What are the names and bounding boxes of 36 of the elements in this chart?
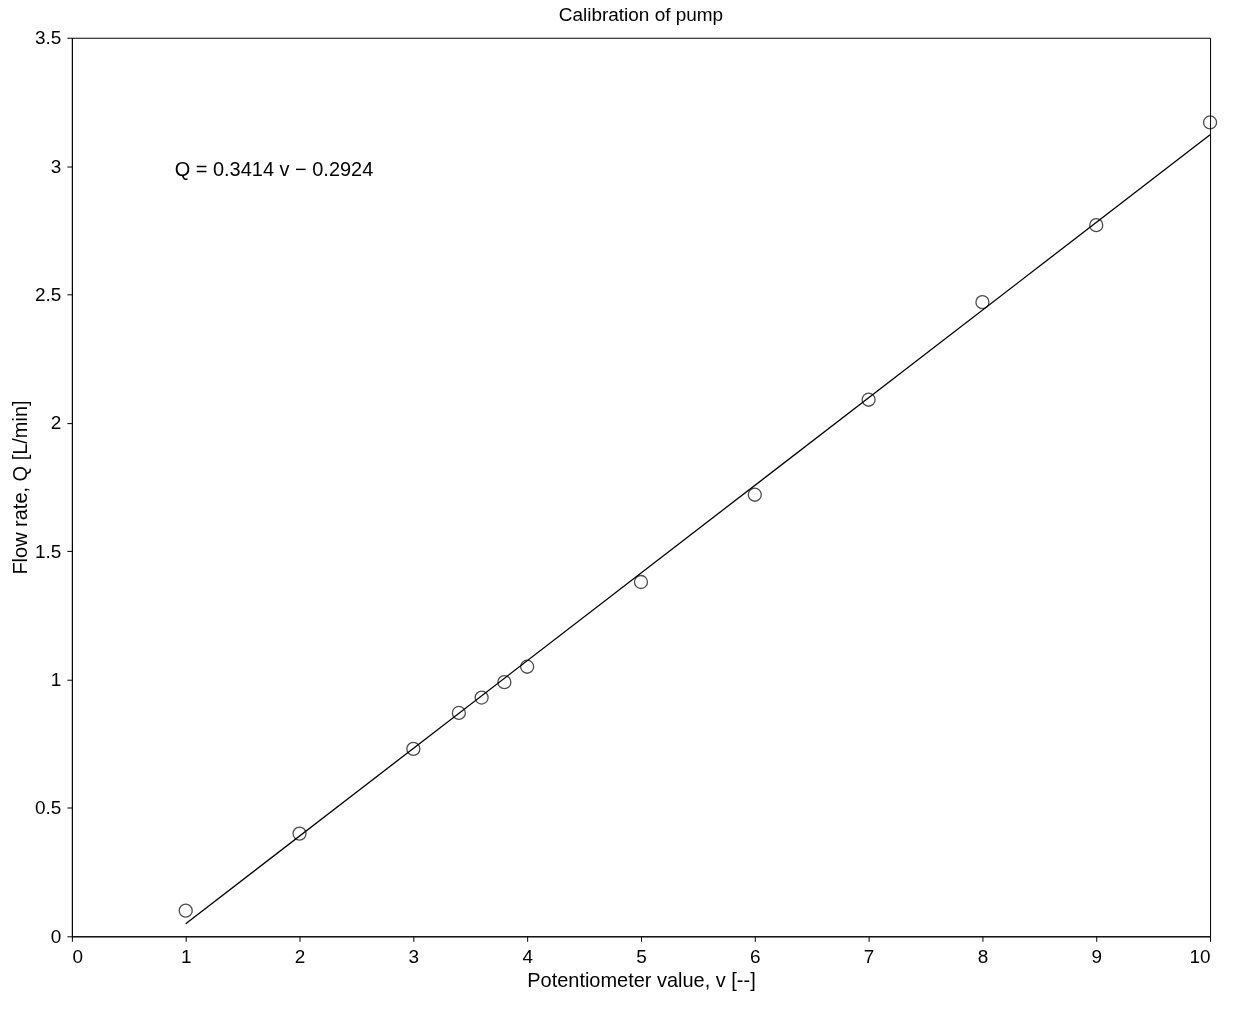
y-tick-label: 1.5 xyxy=(35,540,62,562)
point xyxy=(633,574,649,590)
y-tick-label: 2 xyxy=(50,412,62,434)
y-tick-label: 3 xyxy=(50,155,62,177)
x-tick-label: 9 xyxy=(1091,945,1103,967)
y-tick-label: 0 xyxy=(50,925,62,947)
point xyxy=(474,690,489,705)
annotation: Q = 0.3414 v − 0.2924 xyxy=(174,157,374,180)
point xyxy=(178,903,193,918)
x-tick-label: 4 xyxy=(522,945,533,967)
y-tick-label: 2.5 xyxy=(35,283,62,305)
chart-title: Calibration of pump xyxy=(558,3,724,25)
x-tick-label: 10 xyxy=(1189,945,1211,967)
x-tick-label: 3 xyxy=(408,945,420,967)
x-tick-label: 6 xyxy=(750,945,761,967)
point xyxy=(520,659,535,674)
y-axis-title: Flow rate, Q [L/min] xyxy=(9,400,32,575)
y-tick-label: 3.5 xyxy=(35,27,62,49)
x-tick-label: 2 xyxy=(294,945,306,967)
point xyxy=(451,705,467,721)
point xyxy=(747,487,762,502)
y-tick-label: 1 xyxy=(50,669,62,691)
x-tick-label: 1 xyxy=(180,945,192,967)
point xyxy=(406,741,421,757)
point xyxy=(1202,115,1218,130)
point xyxy=(292,826,307,841)
point xyxy=(497,674,512,690)
x-axis-title: Potentiometer value, v [--] xyxy=(527,968,756,991)
point xyxy=(861,392,876,407)
y-tick-label: 0.5 xyxy=(35,797,62,819)
x-tick-label: 0 xyxy=(72,945,83,967)
point xyxy=(975,295,990,310)
x-tick-label: 8 xyxy=(977,945,989,967)
x-tick-label: 7 xyxy=(863,945,875,967)
point xyxy=(1089,218,1104,233)
x-tick-label: 5 xyxy=(636,945,647,967)
